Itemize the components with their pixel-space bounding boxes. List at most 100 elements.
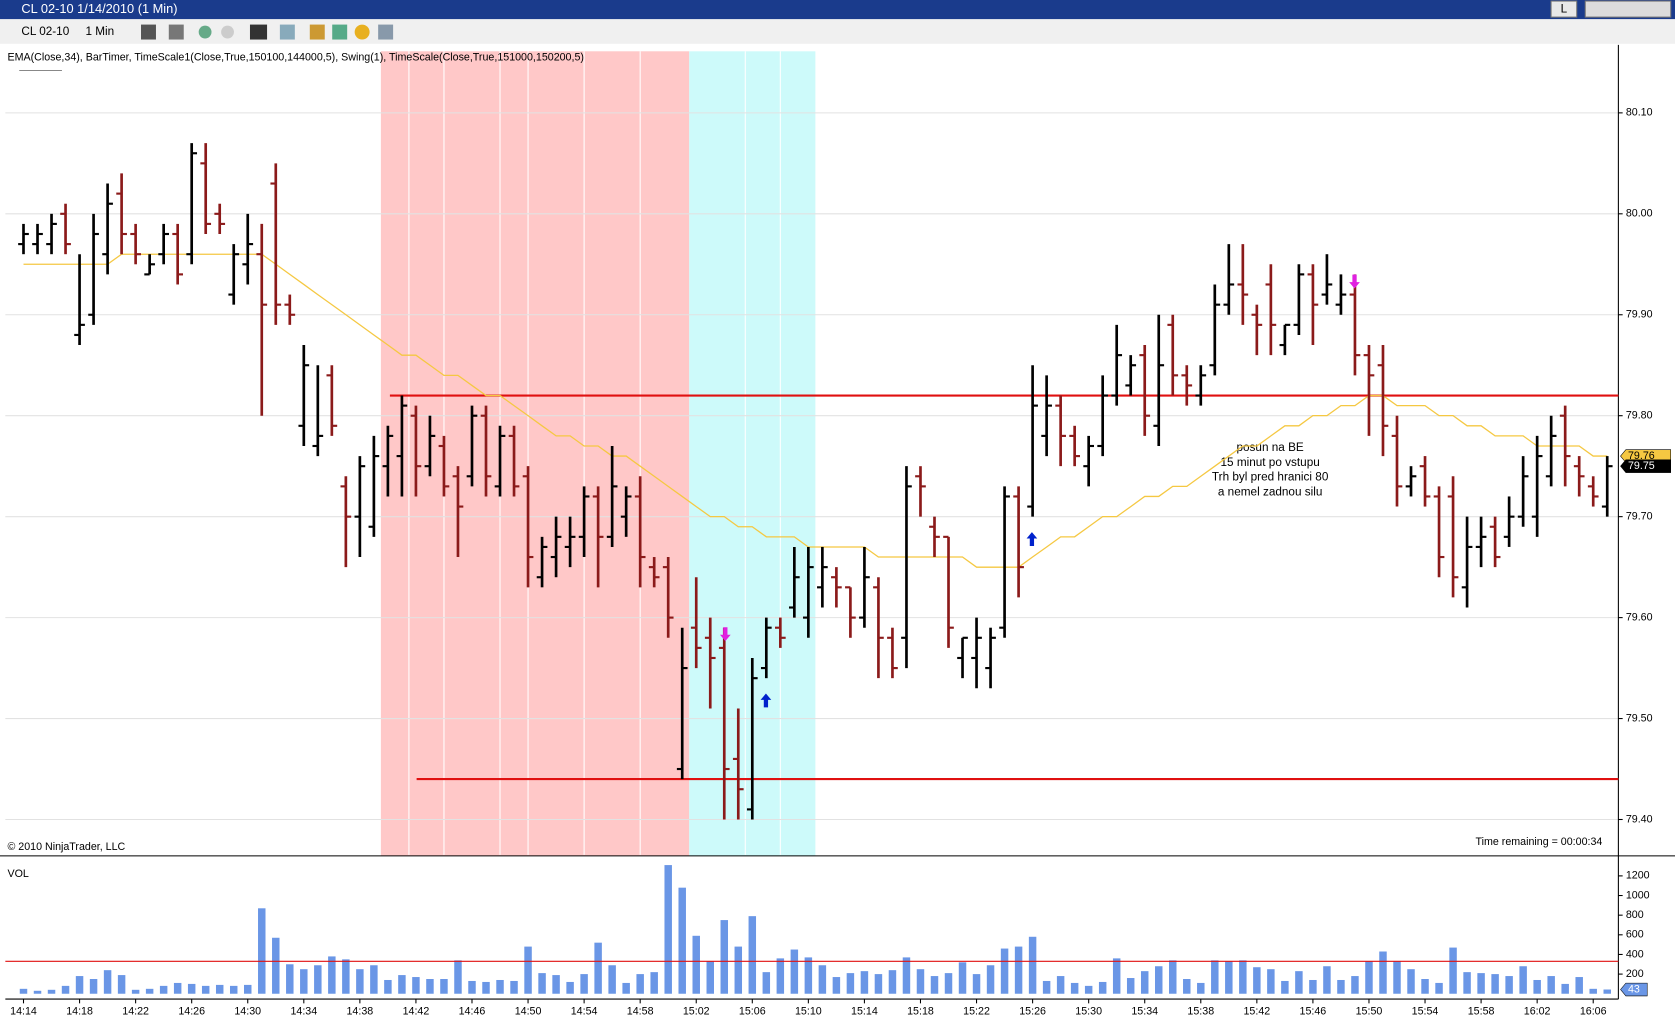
x-tick-label: 14:18 [66, 1006, 93, 1018]
x-tick-label: 14:58 [627, 1006, 654, 1018]
volume-bar [790, 949, 799, 994]
volume-bar [103, 970, 112, 994]
y-tick-label: 80.10 [1626, 107, 1653, 119]
volume-bar [1112, 958, 1121, 994]
annotation: posun na BE 15 minut po vstupu Trh byl p… [1212, 441, 1329, 499]
toolbar-icons[interactable] [141, 24, 394, 40]
volume-bar [1126, 978, 1135, 994]
volume-tick-label: 800 [1626, 909, 1644, 921]
volume-bar [1379, 951, 1387, 994]
x-tick-label: 15:26 [1019, 1006, 1046, 1018]
volume-bar [47, 989, 56, 994]
volume-bar [1070, 982, 1079, 994]
ema-price-label: 79.76 [1628, 450, 1655, 462]
volume-bar [89, 979, 98, 994]
x-tick-label: 15:34 [1131, 1006, 1158, 1018]
indicators-label: EMA(Close,34), BarTimer, TimeScale1(Clos… [7, 52, 583, 64]
signal-arrow [719, 627, 731, 642]
volume-bar [1295, 971, 1303, 994]
volume-bar [888, 970, 897, 994]
volume-bar [1435, 982, 1443, 994]
volume-bar [1028, 936, 1037, 994]
volume-bar [706, 961, 714, 994]
annotation-line: a nemel zadnou silu [1218, 486, 1323, 499]
volume-bar [1519, 966, 1527, 994]
x-tick-label: 15:02 [683, 1006, 710, 1018]
volume-bar [1491, 974, 1499, 994]
volume-bar [1183, 979, 1191, 994]
volume-bar [510, 980, 518, 994]
volume-bar [944, 973, 953, 994]
y-tick-label: 79.70 [1626, 510, 1653, 522]
volume-bar [1323, 966, 1331, 994]
y-tick-label: 79.40 [1626, 813, 1653, 825]
volume-tick-label: 600 [1626, 929, 1644, 941]
volume-bar [832, 977, 841, 994]
volume-bar [1042, 980, 1051, 994]
volume-bar [608, 965, 616, 994]
volume-bar [1407, 969, 1415, 994]
volume-bar [173, 982, 182, 994]
volume-bar [1589, 988, 1597, 994]
volume-bar [229, 985, 238, 994]
volume-bar [1140, 971, 1149, 994]
volume-bar [986, 965, 995, 994]
annotation-line: Trh byl pred hranici 80 [1212, 471, 1329, 484]
volume-bar [1547, 976, 1555, 994]
volume-bar [370, 965, 378, 994]
volume-bar [846, 973, 855, 994]
volume-bar [286, 964, 294, 994]
volume-bar [75, 976, 84, 994]
volume-bar [1505, 976, 1513, 994]
x-tick-label: 15:10 [795, 1006, 822, 1018]
volume-bar [1337, 979, 1345, 994]
volume-bar [1225, 961, 1233, 994]
volume-bar [1575, 977, 1583, 994]
x-tick-label: 15:38 [1187, 1006, 1214, 1018]
volume-bar [398, 975, 406, 994]
y-tick-label: 79.80 [1626, 410, 1653, 422]
volume-bar [1449, 947, 1457, 994]
volume-bar [692, 935, 700, 994]
volume-bar [61, 985, 70, 994]
last-price-label-box [1620, 459, 1671, 473]
signal-arrow [1026, 532, 1038, 547]
copyright: © 2010 NinjaTrader, LLC [7, 841, 125, 853]
y-tick-label: 79.50 [1626, 712, 1653, 724]
volume-bar [328, 956, 336, 994]
volume-bar [1603, 989, 1611, 994]
annotation-line: 15 minut po vstupu [1220, 456, 1319, 469]
x-tick-label: 16:06 [1580, 1006, 1607, 1018]
volume-bar [958, 962, 967, 994]
volume-bar [159, 985, 168, 994]
window-controls[interactable] [1584, 0, 1672, 18]
volume-bar [930, 976, 939, 994]
button-l[interactable] [1550, 0, 1578, 18]
x-tick-label: 14:30 [234, 1006, 261, 1018]
x-tick-label: 15:46 [1300, 1006, 1327, 1018]
volume-bar [131, 989, 140, 994]
volume-label: VOL [7, 868, 28, 880]
volume-bar [215, 984, 224, 994]
x-tick-label: 15:42 [1243, 1006, 1270, 1018]
x-tick-label: 14:38 [347, 1006, 374, 1018]
x-tick-label: 14:50 [515, 1006, 542, 1018]
window-title: CL 02-10 1/14/2010 (1 Min) [21, 1, 177, 16]
x-tick-label: 15:22 [963, 1006, 990, 1018]
volume-last-label: 43 [1628, 983, 1640, 995]
x-tick-label: 15:06 [739, 1006, 766, 1018]
x-tick-label: 15:30 [1075, 1006, 1102, 1018]
volume-bar [1197, 982, 1205, 994]
x-tick-label: 15:58 [1468, 1006, 1495, 1018]
instrument-selector[interactable]: CL 02-10 [21, 25, 69, 38]
signal-arrow [760, 693, 772, 708]
volume-bar [1014, 946, 1023, 994]
volume-bar [748, 916, 757, 994]
interval-selector[interactable]: 1 Min [85, 25, 114, 38]
volume-bar [1533, 979, 1541, 994]
volume-bar [145, 988, 154, 994]
volume-bar [734, 946, 743, 994]
volume-bar [1267, 969, 1275, 994]
x-tick-label: 15:54 [1412, 1006, 1439, 1018]
x-tick-label: 14:14 [10, 1006, 37, 1018]
